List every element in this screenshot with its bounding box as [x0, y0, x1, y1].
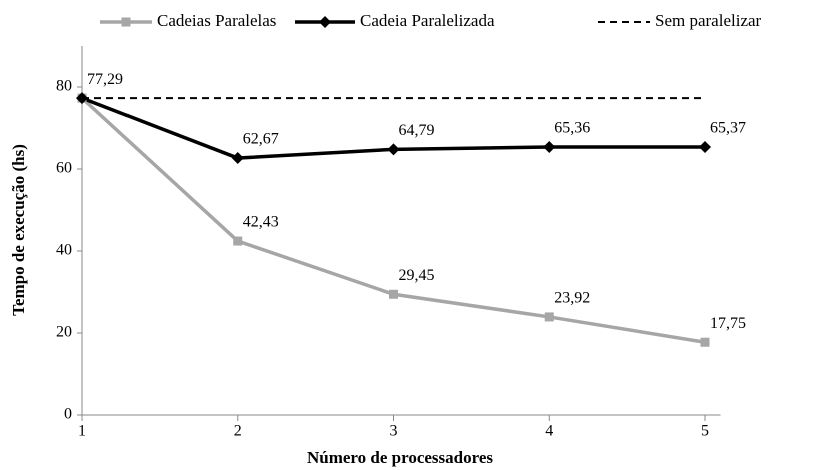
data-label: 42,43 — [243, 214, 279, 231]
x-axis-label: Número de processadores — [307, 448, 493, 467]
legend-marker — [121, 17, 131, 27]
x-tick-label: 1 — [78, 423, 86, 440]
point — [543, 141, 556, 154]
point — [231, 152, 244, 165]
data-label: 77,29 — [87, 71, 123, 88]
point — [387, 143, 400, 156]
x-tick-label: 5 — [701, 423, 709, 440]
legend-label: Cadeias Paralelas — [157, 11, 276, 30]
legend-label: Sem paralelizar — [655, 11, 762, 30]
y-axis-label: Tempo de execução (hs) — [9, 144, 28, 316]
point — [233, 236, 243, 246]
data-label: 65,36 — [554, 120, 590, 137]
data-label: 23,92 — [554, 290, 590, 307]
y-tick-label: 0 — [64, 406, 72, 423]
data-label: 29,45 — [399, 267, 435, 284]
point — [76, 92, 88, 105]
x-tick-label: 4 — [545, 423, 553, 440]
x-tick-label: 2 — [234, 423, 242, 440]
legend-label: Cadeia Paralelizada — [360, 11, 495, 30]
y-tick-label: 80 — [56, 78, 72, 95]
x-tick-label: 3 — [390, 423, 398, 440]
y-tick-label: 20 — [56, 324, 72, 341]
data-label: 62,67 — [243, 131, 279, 148]
point — [544, 312, 554, 322]
data-label: 17,75 — [710, 315, 746, 332]
point — [389, 289, 398, 299]
y-tick-label: 40 — [56, 242, 72, 259]
legend-marker — [319, 16, 331, 28]
y-tick-label: 60 — [56, 160, 72, 177]
data-label: 64,79 — [399, 122, 435, 139]
point — [699, 140, 711, 153]
point — [700, 337, 710, 347]
data-label: 65,37 — [710, 120, 746, 137]
